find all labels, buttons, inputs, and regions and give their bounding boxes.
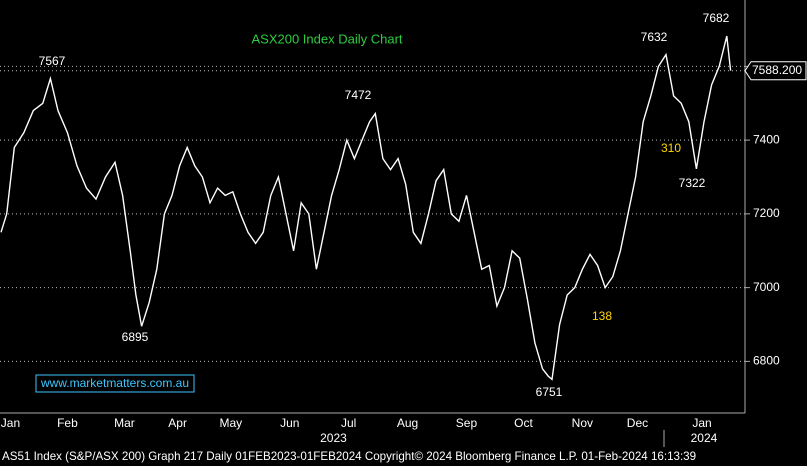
- annotation: 6895: [122, 330, 149, 344]
- y-tick-label: 7200: [753, 206, 780, 220]
- y-tick-label: 6800: [753, 354, 780, 368]
- price-line: [0, 35, 732, 381]
- x-tick-label: Jun: [280, 416, 299, 430]
- y-tick-label: 7400: [753, 132, 780, 146]
- annotation: 7632: [641, 30, 668, 44]
- footer: AS51 Index (S&P/ASX 200) Graph 217 Daily…: [2, 450, 696, 463]
- x-tick-label: Apr: [168, 416, 187, 430]
- x-tick-label: Jan: [1, 416, 20, 430]
- watermark-box: [35, 374, 195, 393]
- chart-title: ASX200 Index Daily Chart: [251, 31, 402, 46]
- annotation: 138: [592, 309, 612, 323]
- annotation: 7682: [703, 11, 730, 25]
- annotation: 310: [661, 141, 681, 155]
- annotation: 6751: [536, 385, 563, 399]
- x-tick-label: Oct: [514, 416, 533, 430]
- x-tick-label: May: [220, 416, 243, 430]
- x-tick-label: Jan: [692, 416, 711, 430]
- y-tick-label: 7000: [753, 280, 780, 294]
- x-tick-label: Feb: [57, 416, 78, 430]
- x-tick-label: Aug: [397, 416, 418, 430]
- x-tick-label: Jul: [341, 416, 356, 430]
- annotation: 7322: [679, 176, 706, 190]
- year-label: 2023: [320, 431, 347, 445]
- x-tick-label: Mar: [114, 416, 135, 430]
- last-value-label: 7588.200: [752, 63, 802, 77]
- x-tick-label: Nov: [572, 416, 593, 430]
- annotation: 7472: [345, 88, 372, 102]
- last-value-box: [744, 61, 807, 81]
- year-label: 2024: [691, 431, 718, 445]
- x-tick-label: Dec: [627, 416, 648, 430]
- watermark: www.marketmatters.com.au: [40, 376, 189, 390]
- annotation: 7567: [39, 54, 66, 68]
- x-tick-label: Sep: [456, 416, 478, 430]
